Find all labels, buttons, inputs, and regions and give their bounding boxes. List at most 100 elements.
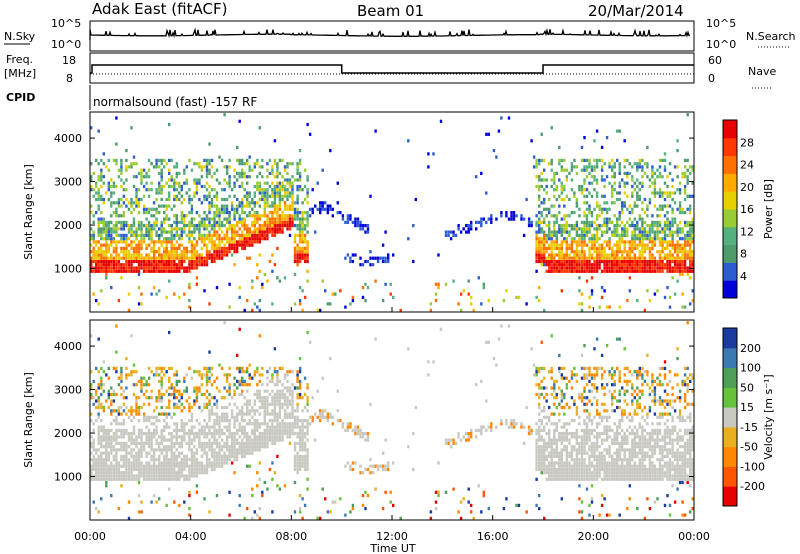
power-cell: [183, 227, 186, 231]
velocity-cell: [213, 402, 216, 406]
velocity-cell: [135, 454, 138, 458]
power-cell: [100, 197, 103, 202]
power-cell: [595, 263, 599, 267]
velocity-cell: [190, 419, 194, 423]
velocity-cell: [90, 419, 93, 423]
power-cell: [95, 263, 98, 267]
velocity-cell: [193, 386, 196, 390]
power-cell: [152, 207, 156, 211]
power-cell: [190, 243, 194, 247]
velocity-cell: [122, 454, 126, 458]
power-cell: [543, 217, 546, 221]
power-cell: [173, 246, 176, 250]
velocity-cell: [246, 370, 249, 374]
power-cell: [135, 256, 138, 260]
power-cell: [288, 233, 292, 237]
velocity-cell: [208, 438, 211, 442]
velocity-cell: [243, 454, 246, 458]
velocity-cell: [112, 464, 116, 468]
velocity-cell: [278, 396, 282, 400]
velocity-cell: [225, 379, 229, 383]
power-cell: [671, 220, 674, 224]
power-cell: [193, 237, 196, 241]
velocity-cell: [208, 464, 211, 468]
power-cell: [155, 269, 158, 273]
power-cell: [241, 162, 244, 166]
power-cell: [648, 256, 652, 260]
velocity-cell: [303, 458, 307, 462]
velocity-cell: [215, 422, 219, 426]
velocity-cell: [339, 497, 342, 501]
velocity-cell: [268, 432, 272, 436]
power-cell: [583, 230, 586, 234]
power-cell: [170, 227, 173, 231]
velocity-cell: [273, 399, 277, 403]
velocity-cell: [276, 484, 279, 488]
velocity-cell: [160, 396, 163, 400]
power-cell: [298, 253, 302, 257]
power-cell: [271, 233, 274, 237]
power-cell: [203, 224, 206, 228]
power-cell: [595, 256, 599, 260]
power-cell: [580, 227, 584, 231]
velocity-cell: [205, 422, 209, 426]
power-cell: [258, 204, 261, 208]
power-cell: [147, 269, 151, 273]
power-cell: [303, 233, 307, 237]
power-cell: [671, 269, 674, 273]
power-cell: [205, 217, 209, 221]
power-cell: [686, 113, 689, 117]
velocity-cell: [127, 474, 131, 478]
power-cell: [595, 201, 599, 205]
power-cell: [666, 224, 669, 228]
power-cell: [203, 220, 206, 224]
power-cell: [155, 197, 158, 202]
power-cell: [563, 224, 566, 228]
power-cell: [215, 253, 219, 257]
velocity-cell: [301, 454, 304, 458]
velocity-cell: [173, 405, 176, 410]
velocity-cell: [251, 494, 254, 498]
power-cell: [228, 181, 231, 185]
velocity-cell: [130, 441, 133, 445]
velocity-cell: [200, 373, 204, 377]
velocity-cell: [120, 441, 123, 445]
power-cell: [543, 243, 546, 247]
velocity-cell: [102, 432, 105, 436]
velocity-cell: [210, 467, 214, 472]
power-cell: [256, 158, 259, 162]
power-cell: [193, 217, 196, 221]
power-cell: [351, 299, 355, 303]
power-cell: [276, 230, 279, 234]
velocity-cell: [158, 412, 161, 416]
power-cell: [243, 224, 246, 228]
power-cell: [291, 220, 294, 224]
power-cell: [568, 230, 571, 234]
power-cell: [137, 256, 141, 260]
velocity-cell: [251, 487, 254, 491]
velocity-cell: [215, 402, 219, 406]
power-cell: [246, 181, 249, 185]
power-cell: [241, 230, 244, 234]
velocity-cell: [213, 461, 216, 465]
velocity-cell: [190, 415, 194, 419]
velocity-cell: [233, 392, 236, 397]
power-cell: [691, 259, 694, 264]
power-cell: [288, 178, 292, 182]
velocity-cell: [220, 415, 224, 419]
power-cell: [92, 230, 95, 234]
power-cell: [480, 302, 483, 306]
power-cell: [470, 295, 473, 299]
velocity-cell: [321, 487, 324, 491]
velocity-cell: [130, 474, 133, 478]
velocity-cell: [175, 379, 178, 383]
power-cell: [145, 181, 148, 185]
power-cell: [676, 188, 679, 192]
power-cell: [173, 220, 176, 224]
velocity-cell: [276, 376, 279, 380]
velocity-cell: [256, 396, 259, 400]
power-cell: [638, 227, 641, 231]
velocity-cell: [130, 464, 133, 468]
power-cell: [102, 266, 105, 270]
velocity-cell: [183, 438, 186, 442]
